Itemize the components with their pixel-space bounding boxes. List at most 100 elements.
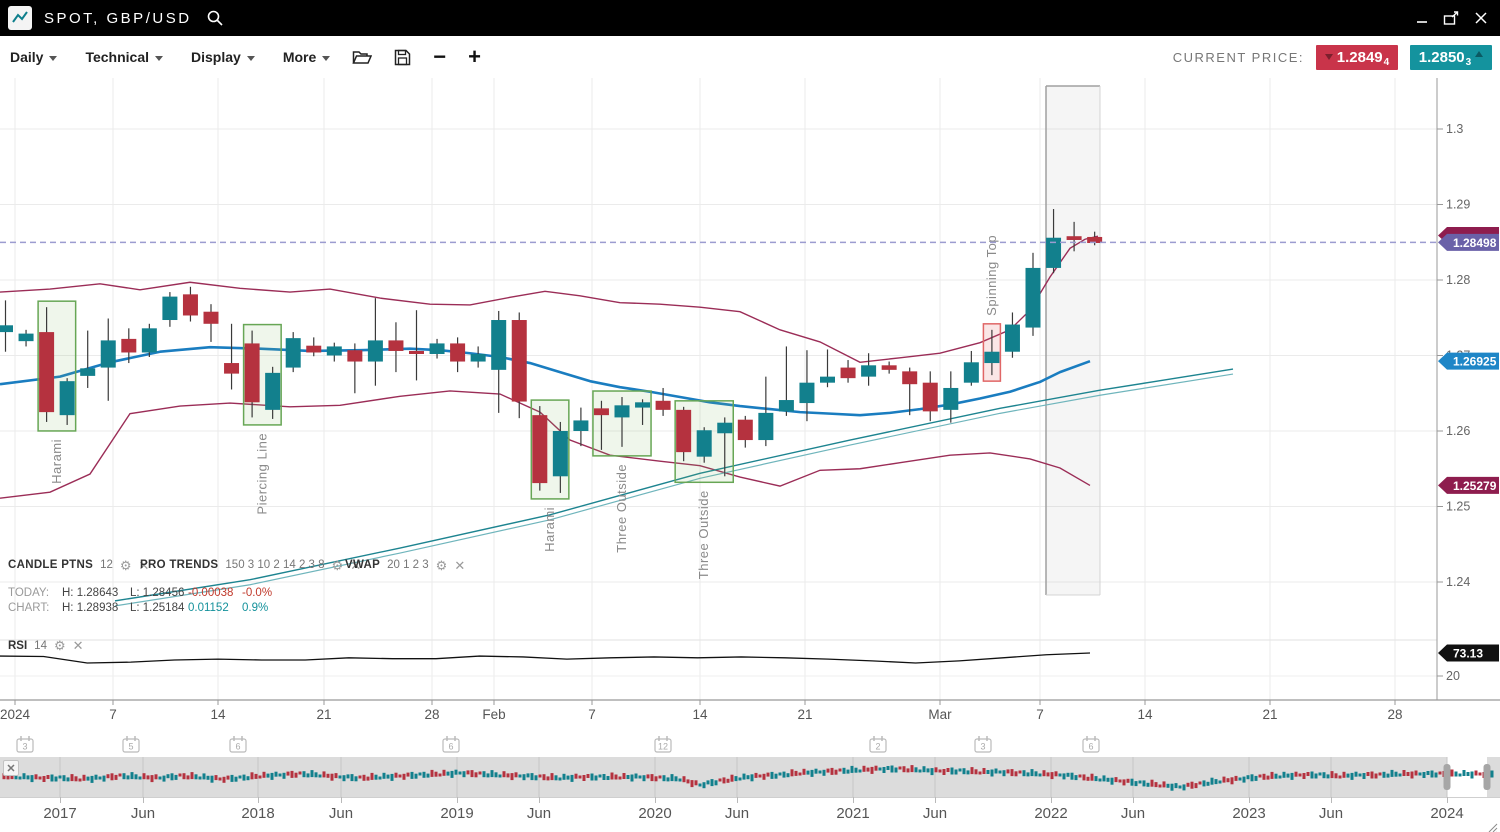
timeframe-dropdown[interactable]: Daily xyxy=(10,49,58,65)
indicator-pro-trends[interactable]: PRO TRENDS 150 3 10 2 14 2 3 8 ⚙ ✕ xyxy=(140,558,361,572)
indicator-name: VWAP xyxy=(345,559,381,571)
navigator-panel[interactable] xyxy=(0,757,1500,797)
navigator-tick xyxy=(655,797,656,803)
popout-button[interactable] xyxy=(1443,10,1460,26)
indicator-name: PRO TRENDS xyxy=(140,559,219,571)
remove-indicator-icon[interactable]: ✕ xyxy=(454,557,466,573)
calendar-count: 12 xyxy=(658,742,668,752)
today-label: TODAY: xyxy=(8,587,50,599)
vwap-line xyxy=(114,368,1234,602)
price-tags: 1.28498 1.26925 1.25279 73.13 xyxy=(1438,226,1499,662)
navigator-selection[interactable] xyxy=(1447,757,1487,797)
gear-icon[interactable]: ⚙ xyxy=(53,638,66,653)
x-tick-label: 2024 xyxy=(0,707,31,722)
navigator-label: 2018 xyxy=(241,805,275,822)
zoom-in-icon[interactable]: + xyxy=(468,44,481,69)
candle-down xyxy=(388,340,404,351)
gear-icon[interactable]: ⚙ xyxy=(435,557,448,573)
remove-indicator-icon[interactable]: ✕ xyxy=(72,638,84,653)
x-tick-label: 14 xyxy=(210,707,226,722)
indicator-vwap[interactable]: VWAP 20 1 2 3 ⚙ ✕ xyxy=(345,558,465,572)
zoom-region[interactable] xyxy=(1045,85,1101,596)
navigator-label: 2023 xyxy=(1232,805,1266,822)
candle-down xyxy=(511,320,527,402)
calendar-count: 5 xyxy=(128,742,133,752)
ask-price-box[interactable]: 1.2850 3 xyxy=(1410,44,1492,70)
indicator-params: 12 xyxy=(100,559,113,571)
candle-up xyxy=(100,340,116,368)
navigator-selection-handle[interactable] xyxy=(1483,764,1491,790)
calendar-icon[interactable]: 2 xyxy=(869,736,887,753)
search-icon[interactable] xyxy=(206,9,224,27)
x-tick-label: 28 xyxy=(424,707,439,722)
x-tick-label: 21 xyxy=(1262,707,1277,722)
candle-up xyxy=(635,402,651,408)
chevron-down-icon xyxy=(246,55,255,61)
ma-tag: 1.26925 xyxy=(1438,352,1499,370)
navigator-tick xyxy=(1051,797,1052,803)
navigator-chart[interactable] xyxy=(0,757,1500,797)
display-dropdown[interactable]: Display xyxy=(191,49,255,65)
technical-dropdown[interactable]: Technical xyxy=(85,49,164,65)
more-dropdown[interactable]: More xyxy=(283,49,331,65)
chevron-down-icon xyxy=(155,55,164,61)
svg-text:1.25279: 1.25279 xyxy=(1453,479,1497,493)
navigator-tick xyxy=(1133,797,1134,803)
calendar-icon[interactable]: 5 xyxy=(122,736,140,753)
x-tick-label: 21 xyxy=(797,707,812,722)
candle-up xyxy=(696,430,712,457)
navigator-tick xyxy=(1331,797,1332,803)
calendar-count: 2 xyxy=(875,742,880,752)
x-tick-label: 28 xyxy=(1387,707,1402,722)
candle-down xyxy=(450,343,466,362)
navigator-selection-handle[interactable] xyxy=(1443,764,1451,790)
candle-up xyxy=(470,353,486,362)
main-chart[interactable]: Harami Piercing Line Harami Three Outside Th… xyxy=(0,78,1500,757)
minimize-button[interactable] xyxy=(1415,11,1429,25)
rsi-name: RSI xyxy=(8,639,28,652)
gear-icon[interactable]: ⚙ xyxy=(119,557,132,573)
calendar-icon[interactable]: 12 xyxy=(654,736,672,753)
navigator-tick xyxy=(853,797,854,803)
resize-grip-icon[interactable] xyxy=(1487,820,1498,832)
calendar-icon[interactable]: 3 xyxy=(16,736,34,753)
svg-text:1.28498: 1.28498 xyxy=(1453,236,1497,250)
candle-down xyxy=(224,363,240,374)
remove-indicator-icon[interactable]: ✕ xyxy=(350,557,362,573)
candle-up xyxy=(141,328,157,353)
zoom-out-icon[interactable]: − xyxy=(433,44,447,69)
indicator-candle-ptns[interactable]: CANDLE PTNS 12 ⚙ ✕ xyxy=(8,558,149,572)
navigator-label: Jun xyxy=(526,805,552,822)
open-folder-icon[interactable] xyxy=(352,49,373,65)
gear-icon[interactable]: ⚙ xyxy=(331,557,344,573)
indicator-rsi[interactable]: RSI 14 ⚙ ✕ xyxy=(8,639,84,652)
navigator-close-button[interactable]: ✕ xyxy=(3,760,19,776)
candle-up xyxy=(799,382,815,404)
calendar-icon[interactable]: 6 xyxy=(442,736,460,753)
chart-high: H: 1.28938 xyxy=(62,602,119,614)
candle-up xyxy=(1025,267,1041,328)
navigator-tick xyxy=(143,797,144,803)
technical-dropdown-label: Technical xyxy=(85,49,150,65)
bid-price-box[interactable]: 1.2849 4 xyxy=(1316,44,1398,70)
calendar-icon[interactable]: 6 xyxy=(1082,736,1100,753)
save-icon[interactable] xyxy=(394,49,411,66)
candle-down xyxy=(121,338,137,353)
navigator-label: Jun xyxy=(328,805,354,822)
candle-up xyxy=(1046,237,1062,268)
today-high: H: 1.28643 xyxy=(62,587,119,599)
remove-indicator-icon[interactable]: ✕ xyxy=(138,557,150,573)
navigator-label: 2017 xyxy=(43,805,77,822)
svg-text:73.13: 73.13 xyxy=(1453,647,1483,661)
close-button[interactable] xyxy=(1474,11,1488,25)
last-price-tag: 1.28498 xyxy=(1438,233,1499,251)
calendar-icon[interactable]: 6 xyxy=(229,736,247,753)
navigator-tick xyxy=(258,797,259,803)
calendar-icon[interactable]: 3 xyxy=(974,736,992,753)
bid-price-pip: 4 xyxy=(1383,56,1390,68)
y-tick-label: 1.29 xyxy=(1446,198,1470,212)
candle-up xyxy=(0,325,13,333)
candle-down xyxy=(1066,236,1082,240)
